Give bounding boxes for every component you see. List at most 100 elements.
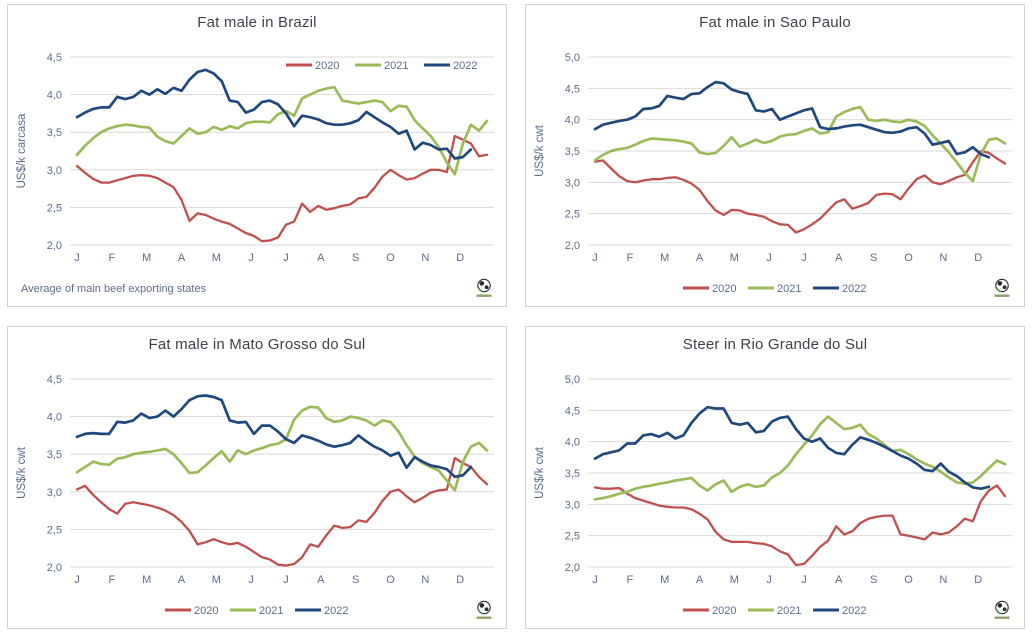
x-tick-label: N [939,574,947,586]
x-tick-label: A [835,252,843,264]
chart-note: Average of main beef exporting states [21,283,207,295]
y-tick-label: 4,5 [565,405,580,417]
x-tick-label: N [421,252,429,264]
legend-label-2020: 2020 [194,605,218,617]
series-line-2021 [75,405,489,492]
legend-item-2022: 2022 [424,60,477,72]
chart-title: Fat male in Sao Paulo [699,14,851,31]
legend-item-2020: 2020 [683,283,736,295]
x-tick-label: N [939,252,947,264]
x-tick-label: M [142,574,151,586]
legend-label-2020: 2020 [712,283,736,295]
y-tick-label: 4,5 [565,83,580,95]
legend-item-2022: 2022 [813,605,866,617]
legend-label-2021: 2021 [259,605,283,617]
globe-logo-icon [994,278,1010,297]
x-tick-label: A [178,252,186,264]
y-axis-title: US$/k cwt [534,124,546,177]
legend-item-2020: 2020 [286,60,339,72]
legend-label-2022: 2022 [324,605,348,617]
chart-panel-brazil: 2,0 2,5 3,0 3,5 4,0 4,5 US$/k carcasa J F M A M J J A S… [7,4,507,307]
y-axis-title: US$/k cwt [16,446,28,499]
x-tick-label: D [456,252,464,264]
y-tick-label: 3,0 [565,177,580,189]
legend-label-2022: 2022 [453,60,477,72]
x-tick-label: A [696,574,704,586]
legend-item-2020: 2020 [683,605,736,617]
y-tick-label: 2,5 [47,202,62,214]
chart-title: Fat male in Brazil [197,14,317,31]
legend-item-2022: 2022 [295,605,348,617]
legend-label-2021: 2021 [777,605,801,617]
x-tick-label: S [352,252,359,264]
legend-label-2020: 2020 [315,60,339,72]
chart-canvas-rio-grande: 2,0 2,5 3,0 3,5 4,0 4,5 5,0 US$/k cwt J F M A M J J A S O… [534,374,1012,617]
x-tick-label: J [766,252,772,264]
x-tick-label: N [421,574,429,586]
y-tick-label: 2,5 [565,531,580,543]
chart-canvas-brazil: 2,0 2,5 3,0 3,5 4,0 4,5 US$/k carcasa J F M A M J J A S… [16,52,494,264]
y-tick-label: 5,0 [565,374,580,386]
series-line-2020 [75,134,489,243]
x-tick-label: A [317,252,325,264]
legend-label-2021: 2021 [777,283,801,295]
series-line-2022 [75,68,473,160]
y-tick-label: 2,0 [565,240,580,252]
legend-item-2020: 2020 [165,605,218,617]
x-tick-label: D [456,574,464,586]
globe-logo-icon [476,278,492,297]
chart-panel-rio-grande: 2,0 2,5 3,0 3,5 4,0 4,5 5,0 US$/k cwt J F M A M J J A S O… [525,326,1025,629]
legend-item-2021: 2021 [748,605,801,617]
y-axis-title: US$/k cwt [534,446,546,499]
y-tick-label: 3,5 [47,127,62,139]
legend-label-2020: 2020 [712,605,736,617]
x-tick-label: J [592,252,598,264]
x-tick-label: J [248,252,254,264]
series-line-2022 [75,394,473,479]
x-tick-label: A [696,252,704,264]
x-tick-label: F [108,252,115,264]
series-line-2021 [593,415,1007,501]
series-line-2021 [75,85,489,176]
y-tick-label: 4,0 [47,90,62,102]
x-tick-label: M [660,574,669,586]
legend-label-2021: 2021 [384,60,408,72]
x-tick-label: M [212,574,221,586]
chart-panel-mato-grosso: 2,0 2,5 3,0 3,5 4,0 4,5 US$/k cwt J F M A M J J A S O N D 2… [7,326,507,629]
series-line-2020 [593,484,1007,567]
legend-item-2022: 2022 [813,283,866,295]
y-tick-label: 3,5 [47,449,62,461]
y-tick-label: 4,0 [565,115,580,127]
legend-item-2021: 2021 [355,60,408,72]
x-tick-label: F [626,252,633,264]
x-tick-label: O [904,574,913,586]
x-tick-label: J [248,574,254,586]
series-line-2020 [593,149,1007,234]
x-tick-label: D [974,252,982,264]
x-tick-label: M [142,252,151,264]
globe-logo-icon [994,600,1010,619]
x-tick-label: J [283,252,289,264]
x-tick-label: A [178,574,186,586]
x-tick-label: J [592,574,598,586]
x-tick-label: O [386,252,395,264]
x-tick-label: J [74,252,80,264]
x-tick-label: S [870,252,877,264]
chart-canvas-mato-grosso: 2,0 2,5 3,0 3,5 4,0 4,5 US$/k cwt J F M A M J J A S O N D 2… [16,374,494,617]
y-tick-label: 3,0 [565,499,580,511]
y-tick-label: 3,0 [47,165,62,177]
legend-label-2022: 2022 [842,283,866,295]
x-tick-label: M [730,574,739,586]
legend-item-2021: 2021 [748,283,801,295]
chart-title: Steer in Rio Grande do Sul [682,336,868,353]
x-tick-label: J [283,574,289,586]
x-tick-label: J [766,574,772,586]
x-tick-label: M [660,252,669,264]
chart-panel-sao-paulo: 2,0 2,5 3,0 3,5 4,0 4,5 5,0 US$/k cwt J F M A M J J A S O… [525,4,1025,307]
y-tick-label: 4,0 [47,412,62,424]
y-tick-label: 2,0 [47,240,62,252]
x-tick-label: J [801,574,807,586]
series-line-2021 [593,105,1007,183]
globe-logo-icon [476,600,492,619]
